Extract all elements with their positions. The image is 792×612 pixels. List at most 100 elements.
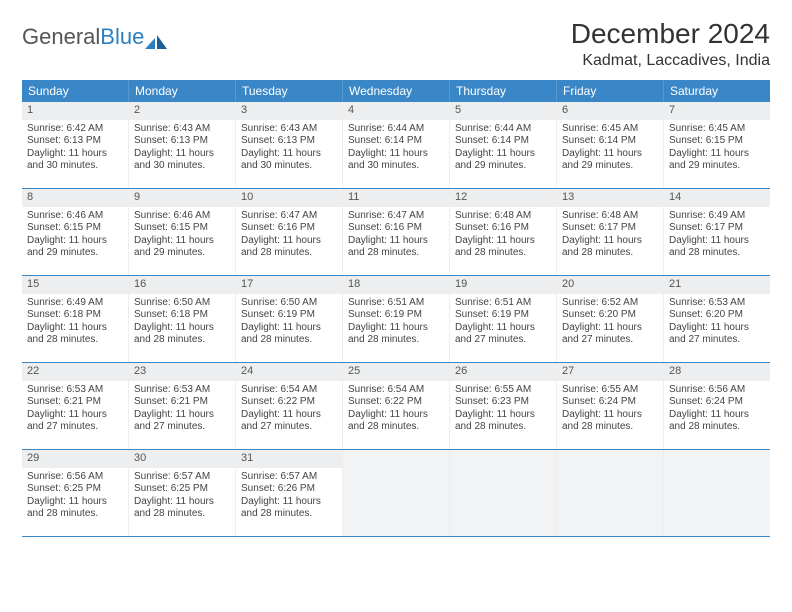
sunrise-line: Sunrise: 6:50 AM: [134, 297, 230, 310]
day-body: Sunrise: 6:46 AMSunset: 6:15 PMDaylight:…: [129, 207, 235, 265]
day-number: 5: [450, 102, 556, 120]
daylight-line: Daylight: 11 hours and 30 minutes.: [27, 148, 123, 173]
day-cell: 12Sunrise: 6:48 AMSunset: 6:16 PMDayligh…: [450, 189, 557, 275]
sunset-line: Sunset: 6:15 PM: [27, 222, 123, 235]
day-cell: 13Sunrise: 6:48 AMSunset: 6:17 PMDayligh…: [557, 189, 664, 275]
sunset-line: Sunset: 6:15 PM: [134, 222, 230, 235]
daylight-line: Daylight: 11 hours and 28 minutes.: [455, 409, 551, 434]
day-number: 1: [22, 102, 128, 120]
day-number: 10: [236, 189, 342, 207]
day-body: Sunrise: 6:47 AMSunset: 6:16 PMDaylight:…: [236, 207, 342, 265]
day-cell: 6Sunrise: 6:45 AMSunset: 6:14 PMDaylight…: [557, 102, 664, 188]
sunset-line: Sunset: 6:18 PM: [27, 309, 123, 322]
daylight-line: Daylight: 11 hours and 28 minutes.: [348, 409, 444, 434]
daylight-line: Daylight: 11 hours and 28 minutes.: [241, 322, 337, 347]
day-body: Sunrise: 6:45 AMSunset: 6:15 PMDaylight:…: [664, 120, 770, 178]
sunrise-line: Sunrise: 6:50 AM: [241, 297, 337, 310]
empty-day-cell: .: [343, 450, 450, 536]
day-cell: 14Sunrise: 6:49 AMSunset: 6:17 PMDayligh…: [664, 189, 770, 275]
day-number: 30: [129, 450, 235, 468]
day-cell: 21Sunrise: 6:53 AMSunset: 6:20 PMDayligh…: [664, 276, 770, 362]
day-cell: 27Sunrise: 6:55 AMSunset: 6:24 PMDayligh…: [557, 363, 664, 449]
daylight-line: Daylight: 11 hours and 30 minutes.: [241, 148, 337, 173]
day-cell: 8Sunrise: 6:46 AMSunset: 6:15 PMDaylight…: [22, 189, 129, 275]
day-cell: 20Sunrise: 6:52 AMSunset: 6:20 PMDayligh…: [557, 276, 664, 362]
daylight-line: Daylight: 11 hours and 28 minutes.: [455, 235, 551, 260]
title-block: December 2024 Kadmat, Laccadives, India: [571, 18, 770, 70]
day-number: 21: [664, 276, 770, 294]
daylight-line: Daylight: 11 hours and 28 minutes.: [562, 235, 658, 260]
week-row: 29Sunrise: 6:56 AMSunset: 6:25 PMDayligh…: [22, 450, 770, 537]
day-body: Sunrise: 6:57 AMSunset: 6:26 PMDaylight:…: [236, 468, 342, 526]
day-body: Sunrise: 6:50 AMSunset: 6:18 PMDaylight:…: [129, 294, 235, 352]
day-body: Sunrise: 6:55 AMSunset: 6:23 PMDaylight:…: [450, 381, 556, 439]
daylight-line: Daylight: 11 hours and 29 minutes.: [562, 148, 658, 173]
daylight-line: Daylight: 11 hours and 28 minutes.: [27, 496, 123, 521]
day-number: 22: [22, 363, 128, 381]
sunrise-line: Sunrise: 6:52 AM: [562, 297, 658, 310]
sunset-line: Sunset: 6:19 PM: [241, 309, 337, 322]
day-body: Sunrise: 6:43 AMSunset: 6:13 PMDaylight:…: [236, 120, 342, 178]
sunrise-line: Sunrise: 6:53 AM: [669, 297, 765, 310]
week-row: 1Sunrise: 6:42 AMSunset: 6:13 PMDaylight…: [22, 102, 770, 189]
sunset-line: Sunset: 6:21 PM: [134, 396, 230, 409]
sunrise-line: Sunrise: 6:51 AM: [348, 297, 444, 310]
day-body: Sunrise: 6:51 AMSunset: 6:19 PMDaylight:…: [343, 294, 449, 352]
day-cell: 25Sunrise: 6:54 AMSunset: 6:22 PMDayligh…: [343, 363, 450, 449]
day-body: Sunrise: 6:45 AMSunset: 6:14 PMDaylight:…: [557, 120, 663, 178]
day-cell: 9Sunrise: 6:46 AMSunset: 6:15 PMDaylight…: [129, 189, 236, 275]
weekday-header-row: SundayMondayTuesdayWednesdayThursdayFrid…: [22, 80, 770, 102]
daylight-line: Daylight: 11 hours and 28 minutes.: [134, 322, 230, 347]
day-cell: 1Sunrise: 6:42 AMSunset: 6:13 PMDaylight…: [22, 102, 129, 188]
logo-text-general: General: [22, 24, 100, 50]
sunrise-line: Sunrise: 6:54 AM: [241, 384, 337, 397]
day-number: 3: [236, 102, 342, 120]
day-number: 17: [236, 276, 342, 294]
day-cell: 26Sunrise: 6:55 AMSunset: 6:23 PMDayligh…: [450, 363, 557, 449]
sunset-line: Sunset: 6:13 PM: [27, 135, 123, 148]
day-number: 28: [664, 363, 770, 381]
daylight-line: Daylight: 11 hours and 27 minutes.: [669, 322, 765, 347]
day-cell: 15Sunrise: 6:49 AMSunset: 6:18 PMDayligh…: [22, 276, 129, 362]
day-number: 6: [557, 102, 663, 120]
day-cell: 29Sunrise: 6:56 AMSunset: 6:25 PMDayligh…: [22, 450, 129, 536]
sunset-line: Sunset: 6:13 PM: [134, 135, 230, 148]
weekday-header: Sunday: [22, 80, 129, 102]
day-number: 12: [450, 189, 556, 207]
sunset-line: Sunset: 6:24 PM: [669, 396, 765, 409]
sunset-line: Sunset: 6:20 PM: [562, 309, 658, 322]
day-body: Sunrise: 6:56 AMSunset: 6:25 PMDaylight:…: [22, 468, 128, 526]
weekday-header: Thursday: [450, 80, 557, 102]
day-number: 2: [129, 102, 235, 120]
day-body: Sunrise: 6:53 AMSunset: 6:20 PMDaylight:…: [664, 294, 770, 352]
weekday-header: Monday: [129, 80, 236, 102]
day-number: 20: [557, 276, 663, 294]
day-number: 23: [129, 363, 235, 381]
day-body: Sunrise: 6:48 AMSunset: 6:17 PMDaylight:…: [557, 207, 663, 265]
day-body: Sunrise: 6:54 AMSunset: 6:22 PMDaylight:…: [343, 381, 449, 439]
sunrise-line: Sunrise: 6:43 AM: [241, 123, 337, 136]
sunset-line: Sunset: 6:13 PM: [241, 135, 337, 148]
day-cell: 30Sunrise: 6:57 AMSunset: 6:25 PMDayligh…: [129, 450, 236, 536]
day-number: 15: [22, 276, 128, 294]
daylight-line: Daylight: 11 hours and 27 minutes.: [455, 322, 551, 347]
weekday-header: Wednesday: [343, 80, 450, 102]
day-number: 27: [557, 363, 663, 381]
sunset-line: Sunset: 6:14 PM: [455, 135, 551, 148]
location: Kadmat, Laccadives, India: [571, 52, 770, 70]
header: GeneralBlue December 2024 Kadmat, Laccad…: [22, 18, 770, 70]
day-body: Sunrise: 6:46 AMSunset: 6:15 PMDaylight:…: [22, 207, 128, 265]
sunrise-line: Sunrise: 6:53 AM: [27, 384, 123, 397]
day-cell: 19Sunrise: 6:51 AMSunset: 6:19 PMDayligh…: [450, 276, 557, 362]
sunrise-line: Sunrise: 6:49 AM: [27, 297, 123, 310]
day-body: Sunrise: 6:44 AMSunset: 6:14 PMDaylight:…: [343, 120, 449, 178]
day-number: 18: [343, 276, 449, 294]
day-cell: 22Sunrise: 6:53 AMSunset: 6:21 PMDayligh…: [22, 363, 129, 449]
day-cell: 10Sunrise: 6:47 AMSunset: 6:16 PMDayligh…: [236, 189, 343, 275]
sunset-line: Sunset: 6:20 PM: [669, 309, 765, 322]
daylight-line: Daylight: 11 hours and 29 minutes.: [134, 235, 230, 260]
day-number: 26: [450, 363, 556, 381]
day-number: 13: [557, 189, 663, 207]
daylight-line: Daylight: 11 hours and 28 minutes.: [348, 235, 444, 260]
sunrise-line: Sunrise: 6:44 AM: [348, 123, 444, 136]
